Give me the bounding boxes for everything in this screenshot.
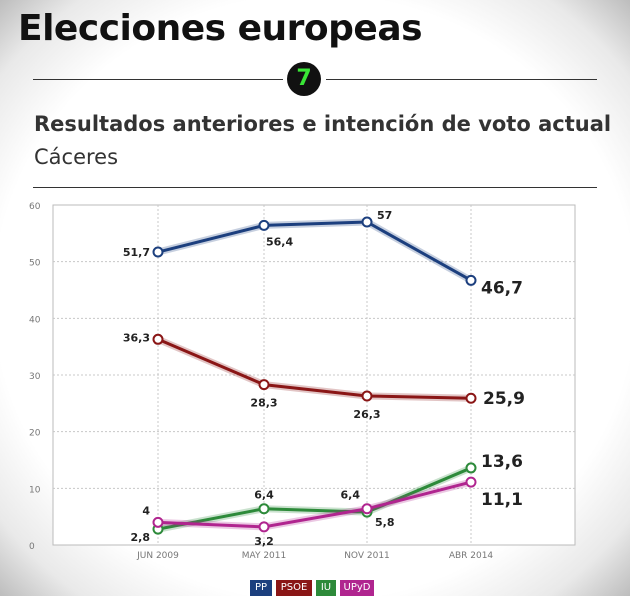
y-tick-label: 0 [29, 542, 35, 552]
data-label-psoe: 25,9 [483, 389, 525, 409]
y-tick-label: 50 [29, 259, 41, 269]
subtitle-rule [33, 187, 597, 188]
y-tick-label: 20 [29, 429, 41, 439]
data-point-upyd [152, 516, 164, 528]
data-point-psoe [258, 379, 270, 391]
region-label: Cáceres [34, 145, 119, 169]
data-label-iu: 5,8 [375, 516, 395, 529]
x-tick-label: NOV 2011 [344, 551, 390, 561]
data-label-upyd: 6,4 [341, 489, 361, 502]
data-point-iu [465, 462, 477, 474]
line-chart: 0 10 20 30 40 50 60 JUN 2009 MAY 2011 NOV 2011 ABR… [29, 202, 576, 561]
x-tick-label: MAY 2011 [242, 551, 287, 561]
data-point-psoe [152, 333, 164, 345]
series-line-psoe [157, 337, 472, 400]
data-point-upyd [361, 503, 373, 515]
chart-number-badge: 7 [287, 62, 321, 96]
data-point-pp [465, 274, 477, 286]
data-label-psoe: 36,3 [123, 331, 150, 344]
data-label-psoe: 26,3 [353, 408, 380, 421]
legend-item-pp: PP [250, 580, 272, 596]
series-line-pp [157, 220, 472, 282]
page-title: Elecciones europeas [18, 8, 423, 49]
y-tick-label: 10 [29, 485, 41, 495]
data-label-iu: 13,6 [481, 452, 523, 472]
data-point-psoe [465, 392, 477, 404]
data-point-pp [258, 219, 270, 231]
data-label-pp: 46,7 [481, 278, 523, 298]
data-point-iu [258, 503, 270, 515]
data-label-psoe: 28,3 [250, 397, 277, 410]
data-point-pp [152, 246, 164, 258]
data-label-upyd: 4 [142, 504, 150, 517]
y-tick-label: 30 [29, 372, 41, 382]
data-point-upyd [258, 521, 270, 533]
y-tick-label: 40 [29, 315, 41, 325]
data-label-iu: 2,8 [131, 531, 151, 544]
title-rule-left [33, 79, 283, 80]
legend-item-upyd: UPyD [340, 580, 374, 596]
legend-item-psoe: PSOE [276, 580, 312, 596]
series-line-upyd [157, 480, 472, 529]
data-point-psoe [361, 390, 373, 402]
x-tick-label: JUN 2009 [136, 551, 179, 561]
legend-item-iu: IU [316, 580, 336, 596]
data-label-upyd: 3,2 [254, 535, 274, 548]
data-label-pp: 51,7 [123, 246, 150, 259]
chart-subtitle: Resultados anteriores e intención de vot… [34, 112, 612, 136]
data-label-iu: 6,4 [254, 489, 274, 502]
data-point-upyd [465, 476, 477, 488]
series-line-iu [157, 466, 472, 531]
data-label-pp: 57 [377, 209, 392, 222]
title-rule-right [326, 79, 597, 80]
x-tick-label: ABR 2014 [449, 551, 494, 561]
data-label-upyd: 11,1 [481, 490, 523, 510]
data-label-pp: 56,4 [266, 235, 293, 248]
data-point-pp [361, 216, 373, 228]
y-tick-label: 60 [29, 202, 41, 212]
